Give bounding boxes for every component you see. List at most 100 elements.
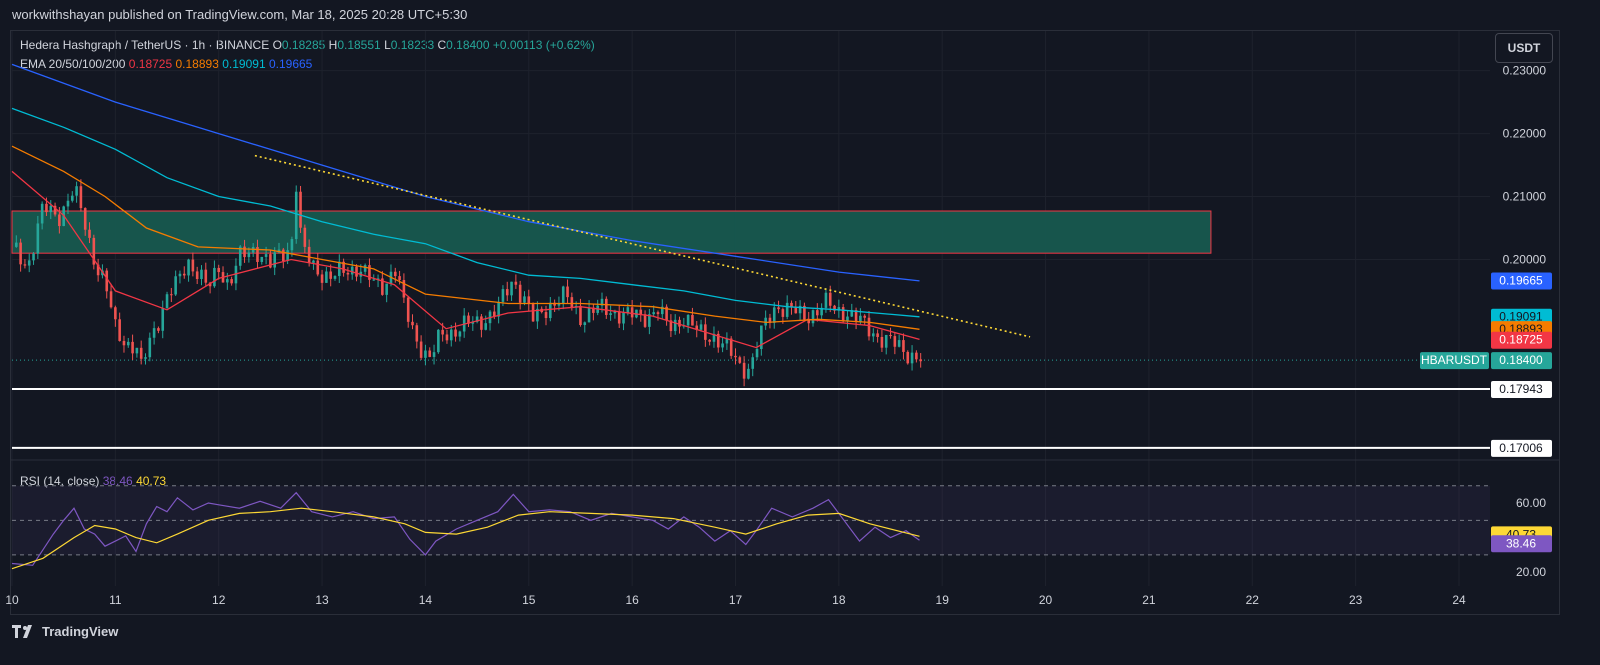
candle-body — [884, 334, 888, 348]
candle-body — [919, 359, 922, 362]
candle-body — [673, 319, 677, 332]
candle-body — [165, 294, 169, 309]
price-label-0.17006: 0.17006 — [1499, 441, 1543, 455]
rsi-ma-legend-value: 40.73 — [136, 474, 167, 488]
candle-body — [342, 261, 345, 273]
candle-body — [527, 296, 531, 305]
rsi-ma-line — [11, 507, 920, 570]
candle-body — [824, 292, 828, 308]
x-tick-label-15: 15 — [522, 593, 536, 607]
ema50-value: 0.18893 — [175, 57, 219, 71]
candle-body — [768, 317, 772, 323]
close-label: C — [437, 38, 447, 52]
candle-body — [58, 214, 61, 227]
candle-body — [88, 229, 91, 238]
supply-zone — [11, 210, 1212, 254]
candle-body — [19, 242, 22, 265]
x-tick-label-22: 22 — [1246, 593, 1260, 607]
price-label-0.18725: 0.18725 — [1499, 333, 1543, 347]
candle-body — [174, 276, 177, 295]
candle-body — [243, 246, 246, 258]
candle-body — [605, 298, 608, 315]
candle-body — [346, 272, 350, 275]
price-label-0.19091: 0.19091 — [1499, 310, 1543, 324]
candle-body — [70, 195, 74, 201]
candle-body — [49, 205, 53, 213]
price-label-bg — [1491, 380, 1552, 398]
currency-button[interactable]: USDT — [1495, 33, 1553, 63]
candle-body — [96, 264, 100, 276]
change-value: +0.00113 (+0.62%) — [492, 38, 595, 52]
candle-body — [333, 276, 337, 279]
candle-body — [419, 341, 423, 358]
candle-body — [484, 323, 488, 330]
candle-body — [807, 319, 811, 324]
candle-body — [828, 292, 832, 306]
candle-body — [282, 249, 285, 262]
footer-brand: TradingView — [42, 624, 119, 639]
candle-body — [432, 352, 436, 357]
candle-body — [187, 259, 190, 276]
candle-body — [915, 352, 918, 360]
candle-body — [393, 271, 397, 277]
candle-body — [716, 333, 720, 348]
candle-body — [557, 304, 561, 306]
candle-body — [837, 307, 841, 311]
candle-body — [622, 312, 625, 324]
candle-body — [368, 265, 371, 280]
price-tick-label: 0.20000 — [1503, 252, 1547, 266]
ema-legend: EMA 20/50/100/200 0.18725 0.18893 0.1909… — [20, 57, 312, 71]
candle-body — [303, 227, 307, 247]
candle-body — [294, 191, 298, 240]
candle-body — [385, 283, 388, 295]
x-tick-label-19: 19 — [936, 593, 950, 607]
ema-line-50 — [11, 145, 920, 330]
candle-body — [906, 351, 910, 364]
candle-body — [449, 329, 453, 341]
candle-body — [656, 312, 660, 315]
candle-body — [415, 325, 419, 342]
candle-body — [742, 362, 746, 379]
candle-body — [544, 312, 548, 319]
candle-body — [561, 286, 565, 305]
candle-body — [299, 191, 302, 228]
rsi-legend: RSI (14, close) 38.46 40.73 — [20, 474, 166, 488]
candle-body — [643, 314, 647, 327]
candle-body — [790, 302, 793, 308]
x-tick-label-10: 10 — [5, 593, 19, 607]
rsi-label[interactable]: RSI (14, close) — [20, 474, 100, 488]
symbol-title[interactable]: Hedera Hashgraph / TetherUS · 1h · BINAN… — [20, 38, 270, 52]
close-value: 0.18400 — [446, 38, 490, 52]
candle-body — [639, 309, 643, 315]
candle-body — [652, 312, 655, 315]
x-tick-label-24: 24 — [1452, 593, 1466, 607]
high-value: 0.18551 — [337, 38, 381, 52]
candle-body — [264, 254, 268, 257]
candle-body — [772, 307, 776, 323]
candle-body — [613, 311, 617, 314]
x-tick-label-17: 17 — [729, 593, 743, 607]
candle-body — [553, 302, 556, 306]
low-value: 0.18233 — [390, 38, 435, 52]
candle-body — [200, 269, 203, 280]
ema200-value: 0.19665 — [268, 57, 313, 71]
candle-body — [398, 276, 401, 281]
rsi-value-label-bg — [1491, 535, 1552, 553]
candle-body — [738, 357, 742, 363]
candle-body — [579, 305, 582, 325]
candle-body — [583, 322, 587, 325]
ema100-value: 0.19091 — [222, 57, 266, 71]
x-tick-label-13: 13 — [315, 593, 329, 607]
ema-label[interactable]: EMA 20/50/100/200 — [20, 57, 126, 71]
candle-body — [781, 309, 785, 317]
candle-body — [708, 339, 711, 342]
candle-body — [518, 284, 522, 303]
candle-body — [880, 336, 884, 348]
low-label: L — [384, 38, 391, 52]
candle-body — [833, 305, 836, 311]
candle-body — [699, 324, 703, 330]
candle-body — [798, 305, 802, 314]
candle-body — [816, 310, 819, 316]
candle-body — [669, 320, 673, 332]
